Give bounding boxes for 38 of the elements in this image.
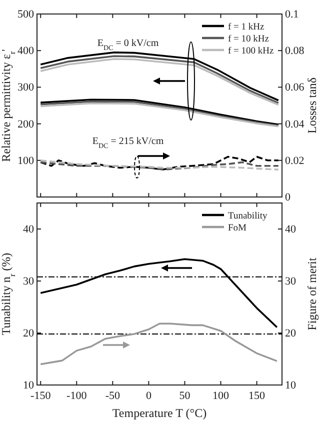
x-tick-label: 150 bbox=[248, 390, 266, 402]
x-axis-title: Temperature T (°C) bbox=[112, 406, 207, 420]
y-tick-label: 200 bbox=[18, 118, 34, 130]
y2-tick-label: 10 bbox=[285, 380, 296, 392]
y2-tick-label: 40 bbox=[285, 224, 296, 236]
y-tick-label: 400 bbox=[18, 45, 34, 58]
y2-tick-label: 0.02 bbox=[285, 154, 304, 167]
y-tick-label: 100 bbox=[18, 154, 34, 167]
annotation: E$_{DC}$ = 215 kV/cm bbox=[92, 136, 164, 150]
line-series bbox=[40, 322, 278, 366]
legend-label: f = 1 kHz bbox=[228, 22, 264, 32]
x-tick-label: 100 bbox=[212, 390, 230, 402]
x-tick-label: -150 bbox=[30, 390, 52, 402]
y2-tick-label: 20 bbox=[285, 328, 296, 340]
y-tick-label: 500 bbox=[18, 8, 34, 21]
annotation: E$_{DC}$ = 0 kV/cm bbox=[97, 38, 159, 52]
y-tick-label: 30 bbox=[23, 276, 34, 288]
line-series bbox=[40, 258, 278, 328]
legend-label: FoM bbox=[228, 224, 248, 234]
x-tick-label: 0 bbox=[146, 390, 152, 402]
x-tick-label: -100 bbox=[66, 390, 88, 402]
x-tick-label: -50 bbox=[105, 390, 120, 402]
y-tick-label: 10 bbox=[23, 380, 34, 392]
y2-tick-label: 0.1 bbox=[285, 8, 299, 21]
x-tick-label: 50 bbox=[179, 390, 191, 402]
y-tick-label: 20 bbox=[23, 328, 34, 340]
y2-axis-title: Figure of merit bbox=[305, 257, 319, 330]
y-tick-label: 40 bbox=[23, 224, 34, 236]
y2-tick-label: 0.08 bbox=[285, 45, 305, 58]
y2-tick-label: 0.04 bbox=[285, 118, 305, 130]
y2-tick-label: 0.06 bbox=[285, 82, 305, 94]
legend-label: f = 100 kHz bbox=[228, 46, 274, 56]
legend-label: Tunability bbox=[228, 212, 268, 222]
y2-tick-label: 0 bbox=[285, 192, 291, 204]
y-tick-label: 300 bbox=[18, 82, 34, 94]
y2-axis-title: Losses tanδ bbox=[305, 77, 319, 134]
legend-label: f = 10 kHz bbox=[228, 34, 269, 44]
y2-tick-label: 30 bbox=[285, 276, 296, 288]
